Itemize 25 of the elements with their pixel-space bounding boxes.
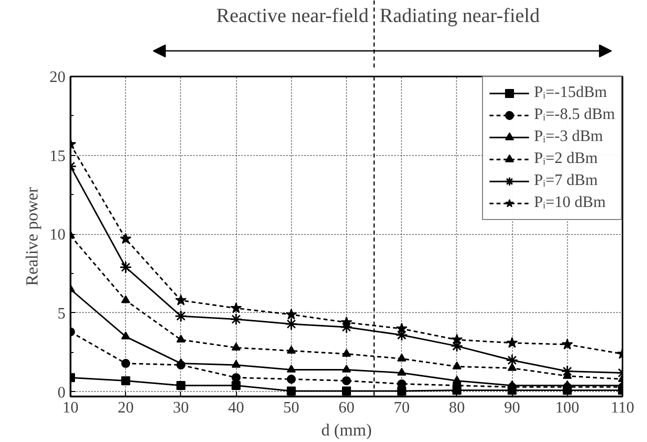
legend-label: Pᵢ=-3 dBm [534,128,603,146]
x-tick-label: 110 [610,400,634,416]
y-tick-label: 5 [58,305,66,322]
x-tick-label: 50 [283,400,300,416]
y-tick-label: 10 [50,226,66,244]
x-tick-label: 90 [504,400,520,416]
y-tick-label: 0 [58,384,66,402]
x-tick-label: 30 [172,400,189,416]
text: Radiating near-field [380,5,540,28]
x-tick-label: 20 [118,400,134,416]
legend-label: Pᵢ=2 dBm [534,150,598,168]
legend-label: Pᵢ=7 dBm [534,172,598,190]
y-tick-label: 15 [50,148,66,165]
y-tick-label: 20 [50,69,66,86]
legend-label: Pᵢ=-8.5 dBm [534,106,615,124]
x-tick-label: 70 [394,400,410,416]
y-axis-title: Realive power [22,186,42,286]
x-tick-label: 40 [228,400,244,416]
x-tick-label: 60 [338,400,354,416]
x-axis-title: d (mm) [321,420,372,440]
x-tick-label: 80 [448,400,465,416]
legend-label: Pᵢ=-15dBm [534,84,607,102]
text: Reactive near-field [216,5,369,28]
legend-label: Pᵢ=10 dBm [534,194,606,212]
x-tick-label: 100 [555,400,580,416]
